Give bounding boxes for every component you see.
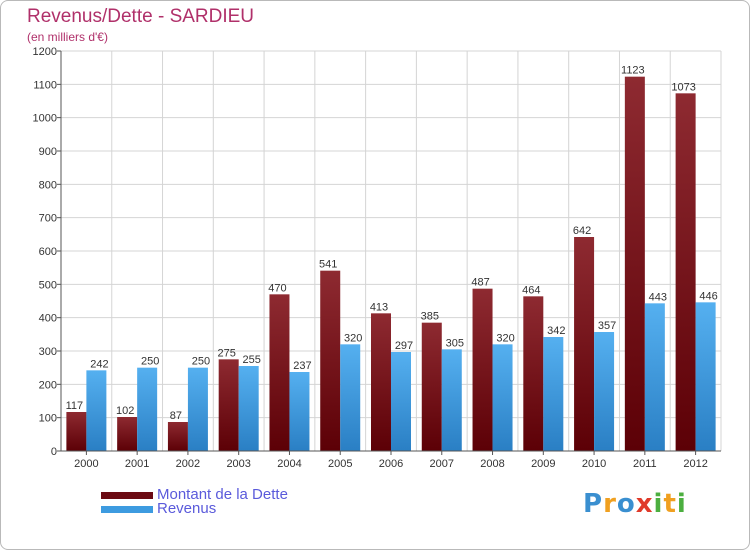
- y-tick-label: 500: [39, 279, 57, 291]
- x-tick-label: 2002: [176, 458, 200, 470]
- y-tick-label: 900: [39, 146, 57, 158]
- chart-title: Revenus/Dette - SARDIEU: [27, 6, 255, 27]
- bar-revenus: [289, 372, 310, 451]
- bar-revenus: [695, 302, 716, 451]
- logo-letter: r: [603, 489, 617, 519]
- y-tick-label: 1100: [33, 79, 57, 91]
- bar-revenus: [543, 337, 564, 451]
- legend-swatch-revenus: [101, 506, 153, 513]
- bar-revenus: [391, 352, 411, 451]
- x-tick-label: 2006: [379, 458, 403, 470]
- data-label-dette: 1073: [671, 81, 695, 93]
- x-tick-label: 2011: [633, 458, 657, 470]
- data-label-revenus: 305: [446, 337, 464, 349]
- data-label-dette: 464: [522, 284, 540, 296]
- x-tick-label: 2005: [328, 458, 352, 470]
- data-label-dette: 413: [370, 301, 388, 313]
- bar-revenus: [594, 332, 615, 451]
- logo-letter: P: [583, 489, 604, 519]
- x-tick-label: 2003: [226, 458, 250, 470]
- x-tick-label: 2001: [125, 458, 149, 470]
- logo-letter: i: [676, 489, 687, 519]
- data-label-revenus: 250: [192, 356, 210, 368]
- data-label-revenus: 320: [496, 332, 514, 344]
- bar-dette: [269, 294, 290, 451]
- data-label-dette: 541: [319, 259, 337, 271]
- data-label-revenus: 446: [699, 290, 717, 302]
- axes: 0 100 200 300 400 500 600 700 800 900 1000 1100 1200…: [33, 46, 721, 470]
- logo-letter: i: [653, 489, 664, 519]
- data-label-revenus: 443: [649, 291, 667, 303]
- y-tick-label: 300: [39, 346, 57, 358]
- bar-dette: [167, 422, 188, 451]
- data-label-dette: 275: [218, 347, 236, 359]
- legend-label-revenus: Revenus: [157, 500, 217, 517]
- x-tick-label: 2009: [531, 458, 555, 470]
- data-label-revenus: 255: [243, 354, 261, 366]
- logo-letter: o: [616, 489, 636, 519]
- chart-subtitle: (en milliers d'€): [27, 30, 108, 44]
- data-label-revenus: 250: [141, 356, 159, 368]
- x-tick-label: 2004: [277, 458, 301, 470]
- bar-revenus: [187, 367, 208, 451]
- y-tick-label: 100: [39, 413, 57, 425]
- y-tick-label: 200: [39, 379, 57, 391]
- data-label-dette: 487: [471, 277, 489, 289]
- bar-dette: [117, 417, 138, 451]
- data-label-revenus: 320: [344, 332, 362, 344]
- bar-dette: [523, 296, 544, 451]
- data-labels: 117 242 102 250 87 250 275 255 470 237 541 320 413 29…: [66, 65, 718, 422]
- x-tick-label: 2010: [582, 458, 606, 470]
- bar-dette: [675, 93, 696, 451]
- bar-dette: [574, 237, 595, 451]
- bar-dette: [421, 322, 442, 451]
- bar-dette: [472, 288, 493, 451]
- legend-label-dette: Montant de la Dette: [157, 486, 288, 503]
- x-tick-label: 2008: [480, 458, 504, 470]
- data-label-revenus: 297: [395, 340, 413, 352]
- bar-revenus: [137, 367, 158, 451]
- logo-letter: x: [635, 489, 654, 519]
- data-label-dette: 470: [268, 282, 286, 294]
- data-label-dette: 1123: [621, 65, 645, 77]
- y-tick-label: 0: [51, 446, 57, 458]
- y-tick-label: 700: [39, 213, 57, 225]
- data-label-dette: 87: [170, 410, 182, 422]
- y-tick-label: 1200: [33, 46, 57, 58]
- x-tick-label: 2007: [430, 458, 454, 470]
- data-label-revenus: 357: [598, 320, 616, 332]
- bars: [66, 76, 716, 452]
- bar-revenus: [86, 370, 107, 451]
- bar-dette: [320, 270, 341, 451]
- bar-dette: [371, 313, 391, 451]
- x-tick-label: 2012: [683, 458, 707, 470]
- bar-revenus: [644, 303, 665, 451]
- data-label-dette: 102: [116, 405, 134, 417]
- data-label-revenus: 342: [547, 325, 565, 337]
- data-label-dette: 385: [421, 311, 439, 323]
- x-tick-label: 2000: [74, 458, 98, 470]
- bar-dette: [66, 412, 87, 451]
- proxiti-logo: Proxiti: [583, 489, 687, 519]
- y-tick-label: 1000: [33, 113, 57, 125]
- data-label-revenus: 237: [293, 360, 311, 372]
- bar-dette: [218, 359, 239, 451]
- data-label-revenus: 242: [90, 358, 108, 370]
- logo-letter: t: [663, 489, 677, 519]
- bar-revenus: [492, 344, 513, 451]
- bar-revenus: [340, 344, 361, 451]
- bar-dette: [624, 76, 645, 452]
- bar-revenus: [238, 366, 259, 451]
- legend-swatch-dette: [101, 492, 153, 499]
- y-tick-label: 600: [39, 246, 57, 258]
- data-label-dette: 642: [573, 225, 591, 237]
- data-label-dette: 117: [66, 400, 84, 412]
- y-tick-label: 800: [39, 179, 57, 191]
- y-tick-label: 400: [39, 313, 57, 325]
- bar-revenus: [441, 349, 462, 451]
